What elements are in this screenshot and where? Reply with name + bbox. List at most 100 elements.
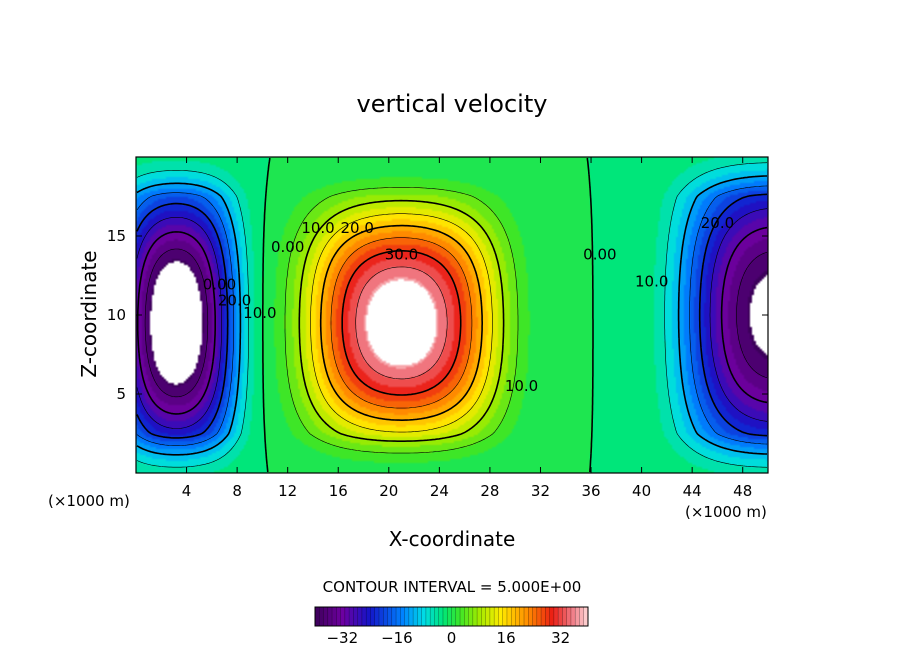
contour-label: 20.0 bbox=[701, 214, 734, 232]
colorbar-tick-label: 0 bbox=[447, 629, 457, 647]
contour-level bbox=[136, 162, 768, 468]
contour-level bbox=[136, 175, 767, 456]
x-tick-label: 40 bbox=[632, 482, 651, 500]
x-tick-label: 24 bbox=[430, 482, 449, 500]
colorbar-swatch bbox=[421, 607, 427, 626]
contour-label: 10.0 bbox=[505, 377, 538, 395]
plot-area bbox=[136, 157, 768, 473]
colorbar-swatch bbox=[532, 607, 538, 626]
colorbar-swatch bbox=[425, 607, 431, 626]
contour-label: 0.00 bbox=[583, 246, 616, 264]
colorbar-swatch bbox=[477, 607, 482, 626]
colorbar-swatch bbox=[396, 607, 401, 626]
contour-label: 10.0 bbox=[635, 273, 668, 291]
colorbar-swatch bbox=[378, 607, 384, 626]
colorbar-swatch bbox=[438, 607, 444, 626]
contour-level bbox=[136, 193, 768, 439]
y-tick-label: 5 bbox=[116, 385, 126, 403]
colorbar-swatch bbox=[315, 607, 320, 626]
colorbar-swatch bbox=[336, 607, 341, 626]
colorbar-swatch bbox=[519, 607, 525, 626]
colorbar-tick-label: 32 bbox=[551, 629, 570, 647]
colorbar-swatch bbox=[455, 607, 461, 626]
contour-interval-text: CONTOUR INTERVAL = 5.000E+00 bbox=[323, 578, 582, 596]
colorbar-swatch bbox=[494, 607, 499, 626]
contour-level bbox=[144, 248, 768, 398]
x-tick-label: 4 bbox=[182, 482, 192, 500]
x-tick-label: 8 bbox=[232, 482, 242, 500]
contour-level bbox=[341, 250, 462, 396]
colorbar-swatch bbox=[442, 607, 448, 626]
colorbar-swatch bbox=[485, 607, 491, 626]
colorbar-swatch bbox=[404, 607, 410, 626]
contour-label: 20.0 bbox=[340, 219, 373, 237]
colorbar-swatch bbox=[549, 607, 555, 626]
x-tick-label: 44 bbox=[683, 482, 702, 500]
colorbar-swatch bbox=[579, 607, 585, 626]
colorbar-swatch bbox=[489, 607, 495, 626]
contour-label: 0.00 bbox=[271, 238, 304, 256]
contour-level bbox=[262, 157, 594, 473]
colorbar-swatch bbox=[524, 607, 529, 626]
velocity-field bbox=[136, 157, 768, 473]
colorbar-frame bbox=[314, 606, 589, 627]
colorbar-swatch bbox=[387, 607, 393, 626]
x-tick-label: 36 bbox=[581, 482, 600, 500]
colorbar-swatch bbox=[553, 607, 559, 626]
colorbar-swatch bbox=[566, 607, 572, 626]
colorbar-swatch bbox=[515, 607, 521, 626]
x-right-unit-label: (×1000 m) bbox=[685, 503, 767, 521]
colorbar-swatch bbox=[332, 607, 337, 626]
contour-level bbox=[355, 266, 448, 380]
colorbar-swatch bbox=[374, 607, 380, 626]
x-tick-label: 20 bbox=[379, 482, 398, 500]
colorbar-swatch bbox=[506, 607, 512, 626]
colorbar-swatch bbox=[327, 607, 333, 626]
colorbar-swatch bbox=[383, 607, 388, 626]
colorbar-swatch bbox=[481, 607, 486, 626]
colorbar-swatch bbox=[400, 607, 405, 626]
colorbar-swatch bbox=[434, 607, 440, 626]
colorbar-swatch bbox=[562, 607, 567, 626]
x-tick-label: 12 bbox=[278, 482, 297, 500]
colorbar-swatch bbox=[541, 607, 546, 626]
colorbar-tick-label: −32 bbox=[326, 629, 358, 647]
colorbar-swatch bbox=[353, 607, 358, 626]
colorbar-swatch bbox=[447, 607, 452, 626]
colorbar bbox=[314, 607, 589, 626]
y-axis-ticks: 5 10 15 bbox=[107, 227, 768, 403]
colorbar-swatch bbox=[464, 607, 469, 626]
colorbar-swatch bbox=[528, 607, 533, 626]
colorbar-swatch bbox=[340, 607, 346, 626]
colorbar-swatch bbox=[408, 607, 414, 626]
colorbar-swatch bbox=[361, 607, 367, 626]
colorbar-swatch bbox=[357, 607, 363, 626]
colorbar-swatch bbox=[472, 607, 478, 626]
y-tick-label: 15 bbox=[107, 227, 126, 245]
colorbar-swatch bbox=[511, 607, 516, 626]
colorbar-swatch bbox=[349, 607, 354, 626]
x-tick-label: 48 bbox=[733, 482, 752, 500]
x-tick-label: 16 bbox=[329, 482, 348, 500]
colorbar-swatch bbox=[319, 607, 324, 626]
contour-label: 10.0 bbox=[243, 304, 276, 322]
colorbar-swatch bbox=[570, 607, 576, 626]
colorbar-swatch bbox=[413, 607, 418, 626]
colorbar-tick-label: 16 bbox=[497, 629, 516, 647]
colorbar-swatch bbox=[468, 607, 474, 626]
contour-level bbox=[284, 187, 519, 454]
contour-level bbox=[310, 213, 493, 433]
colorbar-swatch bbox=[417, 607, 422, 626]
colorbar-swatch bbox=[583, 607, 589, 626]
chart-title: vertical velocity bbox=[357, 90, 548, 118]
contour-level bbox=[298, 199, 505, 442]
contour-level bbox=[136, 208, 768, 429]
colorbar-ticks: −32 −16 0 16 32 bbox=[326, 629, 570, 647]
colorbar-swatch bbox=[344, 607, 350, 626]
colorbar-tick-label: −16 bbox=[381, 629, 413, 647]
colorbar-swatch bbox=[545, 607, 550, 626]
colorbar-swatch bbox=[451, 607, 457, 626]
x-tick-label: 32 bbox=[531, 482, 550, 500]
